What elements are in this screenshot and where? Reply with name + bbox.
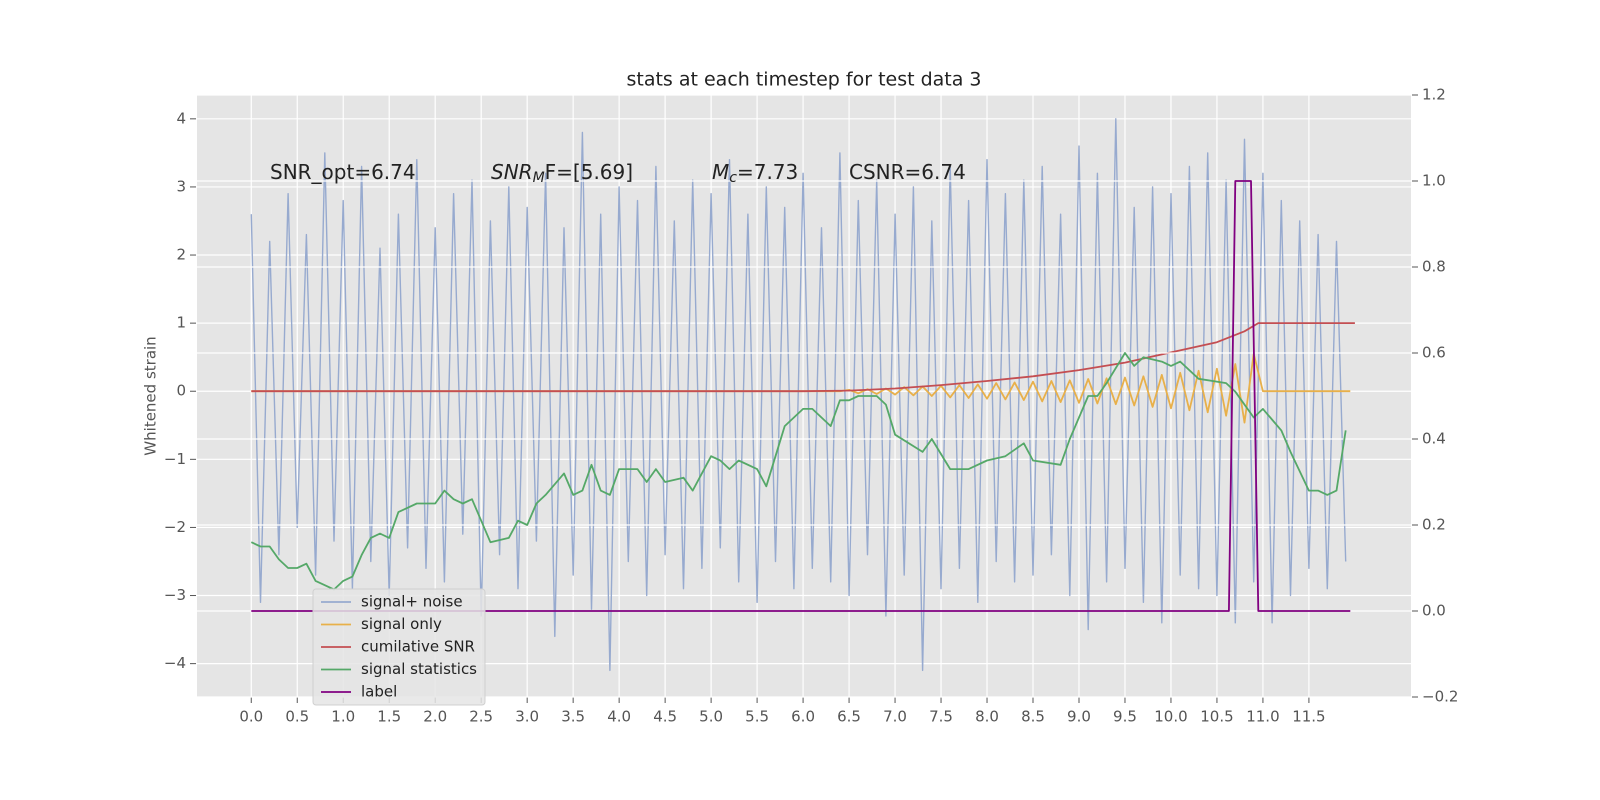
y2-tick-label: 0.0	[1422, 602, 1446, 620]
y2-tick-label: 1.0	[1422, 172, 1446, 190]
annotation: SNR_opt=6.74	[270, 160, 416, 184]
x-tick-label: 10.5	[1200, 708, 1233, 726]
x-tick-label: 9.5	[1113, 708, 1137, 726]
x-tick-label: 9.0	[1067, 708, 1091, 726]
annotation-text: SNR_opt=6.74	[270, 160, 416, 184]
y2-tick-label: 0.4	[1422, 430, 1446, 448]
y2-tick-label: 1.2	[1422, 86, 1446, 104]
x-tick-label: 0.0	[239, 708, 263, 726]
x-tick-label: 1.0	[331, 708, 355, 726]
x-tick-label: 0.5	[285, 708, 309, 726]
x-tick-label: 6.5	[837, 708, 861, 726]
y-tick-label: 3	[176, 177, 186, 195]
chart-title: stats at each timestep for test data 3	[626, 69, 981, 91]
legend-label: signal+ noise	[361, 593, 463, 611]
x-tick-label: 11.5	[1292, 708, 1325, 726]
series-line	[250, 118, 1347, 672]
x-tick-label: 4.0	[607, 708, 631, 726]
series-line	[251, 322, 1355, 393]
series-line	[251, 180, 1351, 612]
annotation-tail: =7.73	[737, 160, 798, 184]
x-tick-label: 10.0	[1154, 708, 1187, 726]
legend-label: signal only	[361, 615, 442, 633]
x-tick-label: 11.0	[1246, 708, 1279, 726]
x-tick-label: 1.5	[377, 708, 401, 726]
annotation-tail: F=[5.69]	[545, 160, 633, 184]
y-tick-label: 2	[176, 246, 186, 264]
legend-label: signal statistics	[361, 660, 477, 678]
legend-label: label	[361, 683, 397, 701]
y-tick-label: −2	[164, 518, 186, 536]
annotation-main: SNR	[491, 160, 533, 184]
y-tick-label: 1	[176, 314, 186, 332]
y2-tick-label: 0.6	[1422, 344, 1446, 362]
x-tick-label: 3.0	[515, 708, 539, 726]
x-tick-label: 2.0	[423, 708, 447, 726]
annotation-text: CSNR=6.74	[849, 160, 966, 184]
y-axis-label: Whitened strain	[142, 336, 160, 455]
x-tick-label: 6.0	[791, 708, 815, 726]
annotation: SNRMF=[5.69]	[491, 160, 633, 187]
series-line	[250, 352, 1347, 591]
x-tick-label: 7.0	[883, 708, 907, 726]
y-tick-label: −1	[164, 450, 186, 468]
x-tick-label: 7.5	[929, 708, 953, 726]
x-tick-label: 5.5	[745, 708, 769, 726]
annotation: Mc=7.73	[712, 160, 798, 187]
y2-tick-label: 0.8	[1422, 258, 1446, 276]
x-tick-label: 4.5	[653, 708, 677, 726]
y-tick-label: −3	[164, 586, 186, 604]
y2-tick-label: 0.2	[1422, 516, 1446, 534]
annotation-main: M	[712, 160, 729, 184]
x-tick-label: 8.0	[975, 708, 999, 726]
y-tick-label: 4	[176, 109, 186, 127]
annotation-sub: c	[729, 170, 737, 186]
y-tick-label: 0	[176, 382, 186, 400]
x-tick-label: 5.0	[699, 708, 723, 726]
x-tick-label: 8.5	[1021, 708, 1045, 726]
x-tick-label: 3.5	[561, 708, 585, 726]
annotation-sub: M	[533, 170, 545, 186]
annotation: CSNR=6.74	[849, 160, 966, 184]
legend-box	[312, 588, 486, 706]
y-tick-label: −4	[164, 654, 186, 672]
x-tick-label: 2.5	[469, 708, 493, 726]
y2-tick-label: −0.2	[1422, 688, 1458, 706]
legend-label: cumilative SNR	[361, 638, 475, 656]
